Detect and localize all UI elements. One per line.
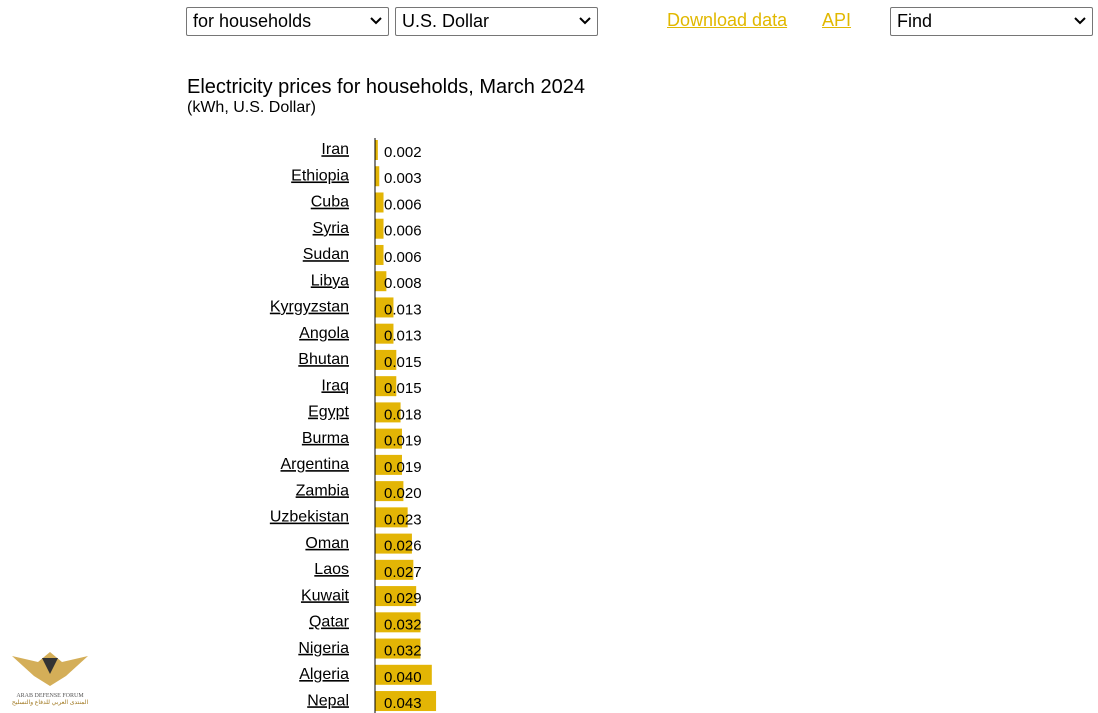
bar: [375, 533, 412, 554]
category-label[interactable]: Libya: [311, 272, 349, 289]
category-label[interactable]: Syria: [313, 220, 350, 237]
chart-subtitle: (kWh, U.S. Dollar): [187, 99, 316, 116]
value-label: 0.006: [384, 249, 422, 266]
value-label: 0.015: [384, 354, 422, 371]
value-label: 0.029: [384, 590, 422, 607]
category-label[interactable]: Laos: [314, 561, 349, 578]
value-label: 0.032: [384, 616, 422, 633]
value-label: 0.008: [384, 275, 422, 292]
category-label[interactable]: Nepal: [307, 692, 349, 709]
bar: [375, 218, 384, 239]
bar: [375, 297, 394, 318]
category-label[interactable]: Sudan: [303, 246, 349, 263]
bar: [375, 664, 432, 685]
filter-text: for households: [193, 11, 312, 31]
value-label: 0.020: [384, 485, 422, 502]
category-label[interactable]: Qatar: [309, 614, 350, 631]
category-label[interactable]: Kyrgyzstan: [270, 299, 349, 316]
category-label[interactable]: Iran: [321, 141, 349, 158]
bar: [375, 166, 380, 187]
value-label: 0.013: [384, 328, 422, 345]
bar: [375, 376, 397, 397]
watermark: ARAB DEFENSE FORUM المنتدى العربي للدفاع…: [6, 648, 94, 706]
category-label[interactable]: Algeria: [299, 666, 349, 683]
value-label: 0.006: [384, 223, 422, 240]
chevron: [1074, 17, 1086, 25]
bar: [375, 140, 378, 160]
category-label[interactable]: Bhutan: [298, 351, 349, 368]
bar: [375, 323, 394, 344]
bar: [375, 638, 421, 659]
find-select[interactable]: Find: [890, 7, 1093, 36]
value-label: 0.040: [384, 669, 422, 686]
bar: [375, 691, 437, 712]
bar: [375, 586, 417, 607]
watermark-logo: [12, 652, 88, 686]
category-label[interactable]: Oman: [305, 535, 349, 552]
value-label: 0.002: [384, 144, 422, 161]
value-label: 0.043: [384, 695, 422, 712]
currency-select[interactable]: U.S. Dollar: [395, 7, 598, 36]
value-label: 0.015: [384, 380, 422, 397]
value-label: 0.019: [384, 433, 422, 450]
currency-text: U.S. Dollar: [402, 11, 490, 31]
chart-title: Electricity prices for households, March…: [187, 76, 585, 98]
value-label: 0.032: [384, 643, 422, 660]
watermark-name: ARAB DEFENSE FORUM: [16, 693, 84, 699]
category-label[interactable]: Zambia: [296, 482, 349, 499]
bar: [375, 271, 387, 292]
bar: [375, 454, 402, 475]
category-label[interactable]: Nigeria: [298, 640, 349, 657]
bar: [375, 244, 384, 265]
chevron: [370, 17, 382, 25]
value-label: 0.013: [384, 301, 422, 318]
category-label[interactable]: Cuba: [311, 194, 349, 211]
category-label[interactable]: Angola: [299, 325, 349, 342]
bar: [375, 507, 408, 528]
value-label: 0.023: [384, 511, 422, 528]
bar: [375, 481, 404, 502]
api-link[interactable]: API: [822, 10, 852, 30]
value-label: 0.019: [384, 459, 422, 476]
category-label[interactable]: Ethiopia: [291, 167, 349, 184]
chevron: [579, 17, 591, 25]
category-label[interactable]: Iraq: [321, 377, 349, 394]
category-label[interactable]: Argentina: [281, 456, 350, 473]
bar: [375, 402, 401, 423]
bar: [375, 612, 421, 633]
bar: [375, 192, 384, 213]
category-label[interactable]: Egypt: [308, 404, 349, 421]
value-label: 0.018: [384, 406, 422, 423]
bar: [375, 428, 402, 449]
value-label: 0.003: [384, 170, 422, 187]
download-link[interactable]: Download data: [667, 10, 788, 30]
bar: [375, 559, 414, 580]
filter-select[interactable]: for households: [186, 7, 389, 36]
value-label: 0.026: [384, 538, 422, 555]
category-label[interactable]: Burma: [302, 430, 349, 447]
value-label: 0.006: [384, 196, 422, 213]
watermark-arabic: المنتدى العربي للدفاع والتسليح: [11, 700, 89, 706]
category-label[interactable]: Uzbekistan: [270, 509, 349, 526]
bar: [375, 349, 397, 370]
category-label[interactable]: Kuwait: [301, 587, 350, 604]
value-label: 0.027: [384, 564, 422, 581]
find-text: Find: [897, 11, 933, 31]
